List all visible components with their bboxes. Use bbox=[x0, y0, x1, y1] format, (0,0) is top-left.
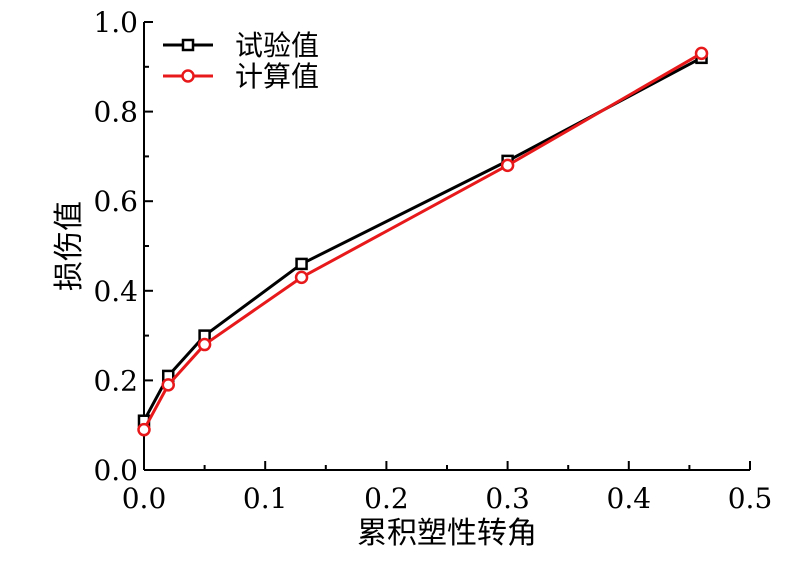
data-point-circle bbox=[197, 337, 212, 352]
data-point-circle bbox=[161, 378, 175, 392]
x-tick-label: 0.4 bbox=[607, 482, 652, 515]
data-point-circle bbox=[694, 46, 709, 61]
series-line-1 bbox=[142, 56, 703, 422]
ticks: 0.0 0.1 0.2 0.3 0.4 0.5 0.0 0.2 0.4 0.6 0.8 1.0 bbox=[93, 6, 772, 515]
y-tick-label: 0.2 bbox=[93, 364, 138, 397]
y-axis-label: 损伤值 bbox=[52, 201, 87, 291]
data-point-square bbox=[295, 257, 308, 271]
legend-marker-circle bbox=[181, 69, 195, 83]
x-axis-label: 累积塑性转角 bbox=[357, 516, 537, 551]
x-tick-label: 0.1 bbox=[243, 482, 288, 515]
data-point-circle bbox=[137, 422, 151, 437]
legend-marker-square bbox=[181, 38, 195, 52]
x-tick-label: 0.2 bbox=[364, 482, 409, 515]
legend-label: 计算值 bbox=[235, 60, 319, 93]
y-tick-label: 0.8 bbox=[93, 96, 138, 129]
series-layer bbox=[137, 46, 709, 437]
y-tick-label: 0.6 bbox=[93, 185, 138, 218]
series-line-2 bbox=[142, 52, 703, 431]
y-tick-label: 1.0 bbox=[93, 6, 138, 39]
legend-label: 试验值 bbox=[235, 29, 319, 62]
x-tick-label: 0.0 bbox=[122, 482, 167, 515]
data-point-circle bbox=[500, 158, 515, 173]
y-tick-label: 0.4 bbox=[93, 275, 138, 308]
x-tick-label: 0.3 bbox=[485, 482, 530, 515]
data-point-circle bbox=[294, 270, 309, 285]
x-tick-label: 0.5 bbox=[728, 482, 773, 515]
y-tick-label: 0.0 bbox=[93, 454, 138, 487]
